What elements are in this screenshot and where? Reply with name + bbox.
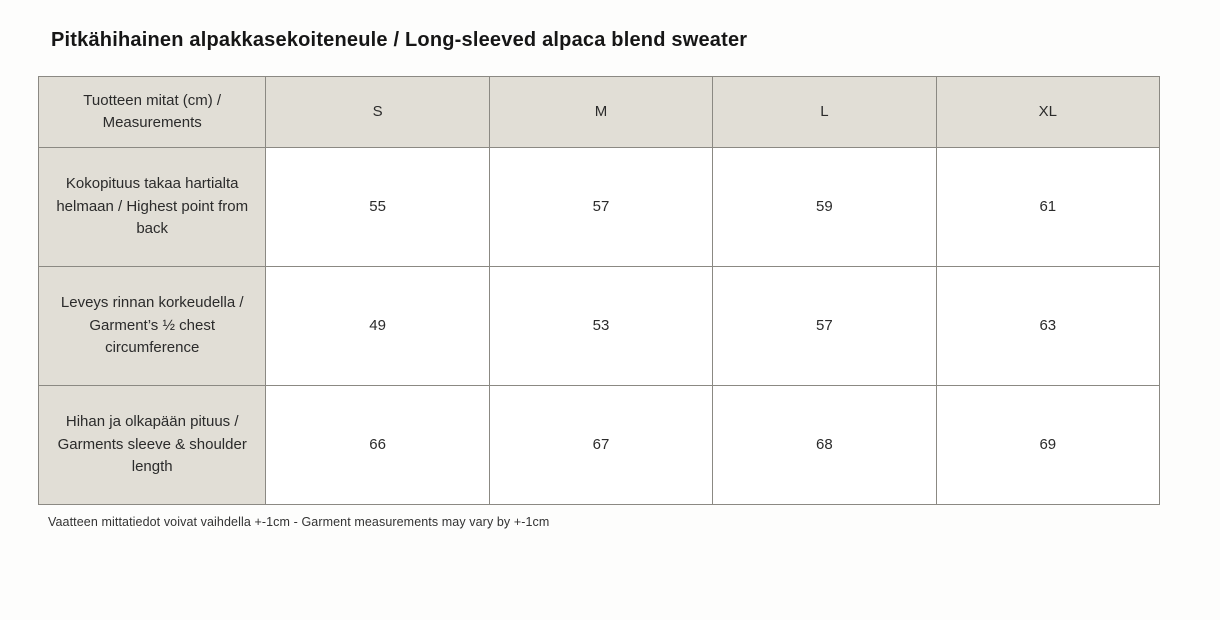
row-label-chest-width: Leveys rinnan korkeudella / Garment’s ½ … xyxy=(37,266,267,386)
size-column-header-s: S xyxy=(265,76,490,148)
value-cell: 67 xyxy=(488,385,714,505)
value-cell: 68 xyxy=(712,385,937,505)
value-cell: 61 xyxy=(935,147,1161,267)
header-row: Tuotteen mitat (cm) / Measurements S M L… xyxy=(37,76,1161,148)
value-cell: 53 xyxy=(488,266,714,386)
table-row-chest-width: Leveys rinnan korkeudella / Garment’s ½ … xyxy=(37,266,1161,386)
value-cell: 57 xyxy=(488,147,714,267)
value-cell: 69 xyxy=(935,385,1161,505)
value-cell: 59 xyxy=(712,147,937,267)
table-row-total-length: Kokopituus takaa hartialta helmaan / Hig… xyxy=(37,147,1161,267)
value-cell: 49 xyxy=(265,266,490,386)
size-chart-table: Tuotteen mitat (cm) / Measurements S M L… xyxy=(37,76,1161,505)
table-row-sleeve-length: Hihan ja olkapään pituus / Garments slee… xyxy=(37,385,1161,505)
row-label-sleeve-length: Hihan ja olkapään pituus / Garments slee… xyxy=(37,385,267,505)
value-cell: 55 xyxy=(265,147,490,267)
size-column-header-xl: XL xyxy=(935,76,1161,148)
value-cell: 57 xyxy=(712,266,937,386)
measurement-tolerance-note: Vaatteen mittatiedot voivat vaihdella +-… xyxy=(48,515,550,529)
row-label-total-length: Kokopituus takaa hartialta helmaan / Hig… xyxy=(37,147,267,267)
size-column-header-l: L xyxy=(712,76,937,148)
size-column-header-m: M xyxy=(488,76,714,148)
page-title: Pitkähihainen alpakkasekoiteneule / Long… xyxy=(51,29,748,51)
value-cell: 66 xyxy=(265,385,490,505)
value-cell: 63 xyxy=(935,266,1161,386)
measurements-header-cell: Tuotteen mitat (cm) / Measurements xyxy=(37,76,267,148)
